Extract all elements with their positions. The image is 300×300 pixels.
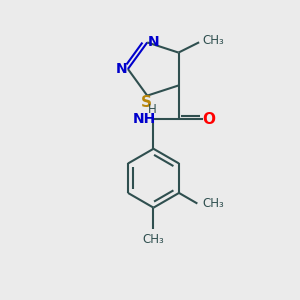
Text: CH₃: CH₃ <box>142 233 164 246</box>
Text: NH: NH <box>132 112 156 126</box>
Text: N: N <box>148 35 160 50</box>
Text: S: S <box>141 94 152 110</box>
Text: O: O <box>202 112 216 127</box>
Text: CH₃: CH₃ <box>202 197 224 210</box>
Text: N: N <box>116 62 127 76</box>
Text: H: H <box>148 103 157 116</box>
Text: CH₃: CH₃ <box>203 34 224 47</box>
